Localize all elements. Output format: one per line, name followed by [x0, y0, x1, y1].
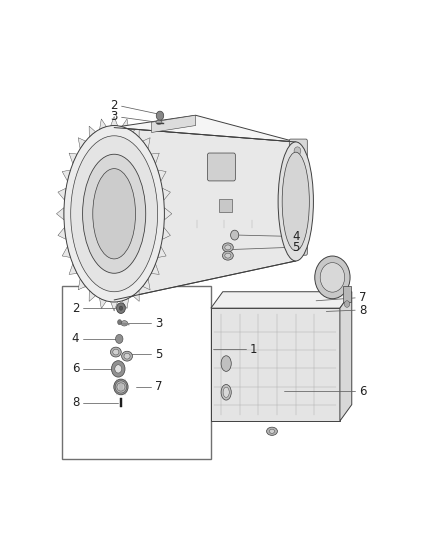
Ellipse shape: [124, 353, 130, 359]
FancyBboxPatch shape: [208, 153, 235, 181]
Ellipse shape: [269, 429, 275, 433]
Polygon shape: [57, 208, 64, 220]
Ellipse shape: [267, 427, 277, 435]
Polygon shape: [69, 153, 77, 164]
Text: 5: 5: [155, 348, 162, 361]
Ellipse shape: [223, 243, 233, 252]
Polygon shape: [151, 264, 159, 274]
Ellipse shape: [223, 387, 229, 398]
Polygon shape: [143, 279, 150, 290]
Ellipse shape: [71, 136, 158, 292]
Bar: [219, 199, 232, 212]
Circle shape: [320, 263, 345, 292]
Circle shape: [294, 184, 301, 192]
Text: 4: 4: [72, 333, 79, 345]
Ellipse shape: [223, 251, 233, 260]
Ellipse shape: [278, 142, 314, 261]
Polygon shape: [143, 138, 150, 149]
Polygon shape: [78, 279, 86, 290]
Text: 4: 4: [293, 230, 300, 243]
Ellipse shape: [156, 120, 162, 124]
Polygon shape: [111, 117, 118, 126]
Circle shape: [315, 256, 350, 298]
Circle shape: [156, 111, 164, 120]
FancyBboxPatch shape: [290, 139, 307, 161]
Circle shape: [294, 147, 301, 155]
Ellipse shape: [115, 381, 127, 393]
Bar: [120, 399, 122, 407]
Circle shape: [117, 320, 122, 325]
Polygon shape: [113, 115, 296, 142]
Polygon shape: [162, 228, 170, 239]
Polygon shape: [133, 290, 139, 301]
Text: 7: 7: [155, 381, 162, 393]
Text: 2: 2: [110, 99, 117, 111]
Circle shape: [115, 365, 122, 373]
Polygon shape: [122, 119, 129, 130]
Polygon shape: [58, 228, 66, 239]
Polygon shape: [152, 115, 196, 133]
Text: 1: 1: [250, 343, 257, 356]
Text: 8: 8: [72, 397, 79, 409]
Ellipse shape: [122, 351, 132, 361]
Circle shape: [111, 361, 125, 377]
Ellipse shape: [114, 379, 128, 395]
Text: 3: 3: [155, 317, 162, 330]
Text: 3: 3: [110, 110, 117, 123]
Circle shape: [117, 303, 125, 313]
Ellipse shape: [225, 253, 231, 258]
Polygon shape: [211, 308, 340, 421]
Circle shape: [119, 306, 123, 310]
Bar: [343, 286, 351, 302]
Polygon shape: [133, 126, 139, 137]
Ellipse shape: [113, 349, 119, 355]
Text: 7: 7: [359, 292, 367, 304]
Circle shape: [116, 334, 123, 343]
Polygon shape: [69, 264, 77, 274]
Polygon shape: [340, 292, 352, 421]
Polygon shape: [211, 292, 352, 308]
Ellipse shape: [221, 356, 231, 372]
Polygon shape: [89, 126, 95, 137]
Circle shape: [294, 241, 301, 249]
Bar: [61, 286, 211, 459]
Polygon shape: [62, 170, 71, 181]
Polygon shape: [122, 298, 129, 309]
Ellipse shape: [117, 383, 125, 391]
Polygon shape: [162, 188, 170, 200]
FancyBboxPatch shape: [290, 176, 307, 198]
Ellipse shape: [64, 125, 164, 302]
Ellipse shape: [221, 384, 231, 400]
Polygon shape: [111, 302, 118, 311]
Polygon shape: [151, 153, 159, 164]
Ellipse shape: [110, 347, 121, 357]
Circle shape: [344, 301, 350, 308]
Polygon shape: [89, 290, 95, 301]
Polygon shape: [99, 298, 106, 309]
Polygon shape: [114, 127, 296, 300]
Text: 5: 5: [293, 241, 300, 254]
Text: 8: 8: [359, 304, 366, 317]
Text: 6: 6: [359, 385, 367, 398]
Ellipse shape: [282, 152, 309, 251]
Polygon shape: [158, 170, 166, 181]
Text: 6: 6: [72, 362, 79, 375]
Polygon shape: [58, 188, 66, 200]
Text: 2: 2: [72, 302, 79, 314]
Ellipse shape: [225, 245, 231, 250]
Ellipse shape: [93, 168, 135, 259]
Polygon shape: [158, 246, 166, 257]
Circle shape: [230, 230, 239, 240]
Polygon shape: [99, 119, 106, 130]
Polygon shape: [78, 138, 86, 149]
Polygon shape: [164, 208, 172, 220]
Ellipse shape: [83, 154, 146, 273]
Polygon shape: [62, 246, 71, 257]
Ellipse shape: [121, 321, 128, 326]
FancyBboxPatch shape: [290, 233, 307, 255]
